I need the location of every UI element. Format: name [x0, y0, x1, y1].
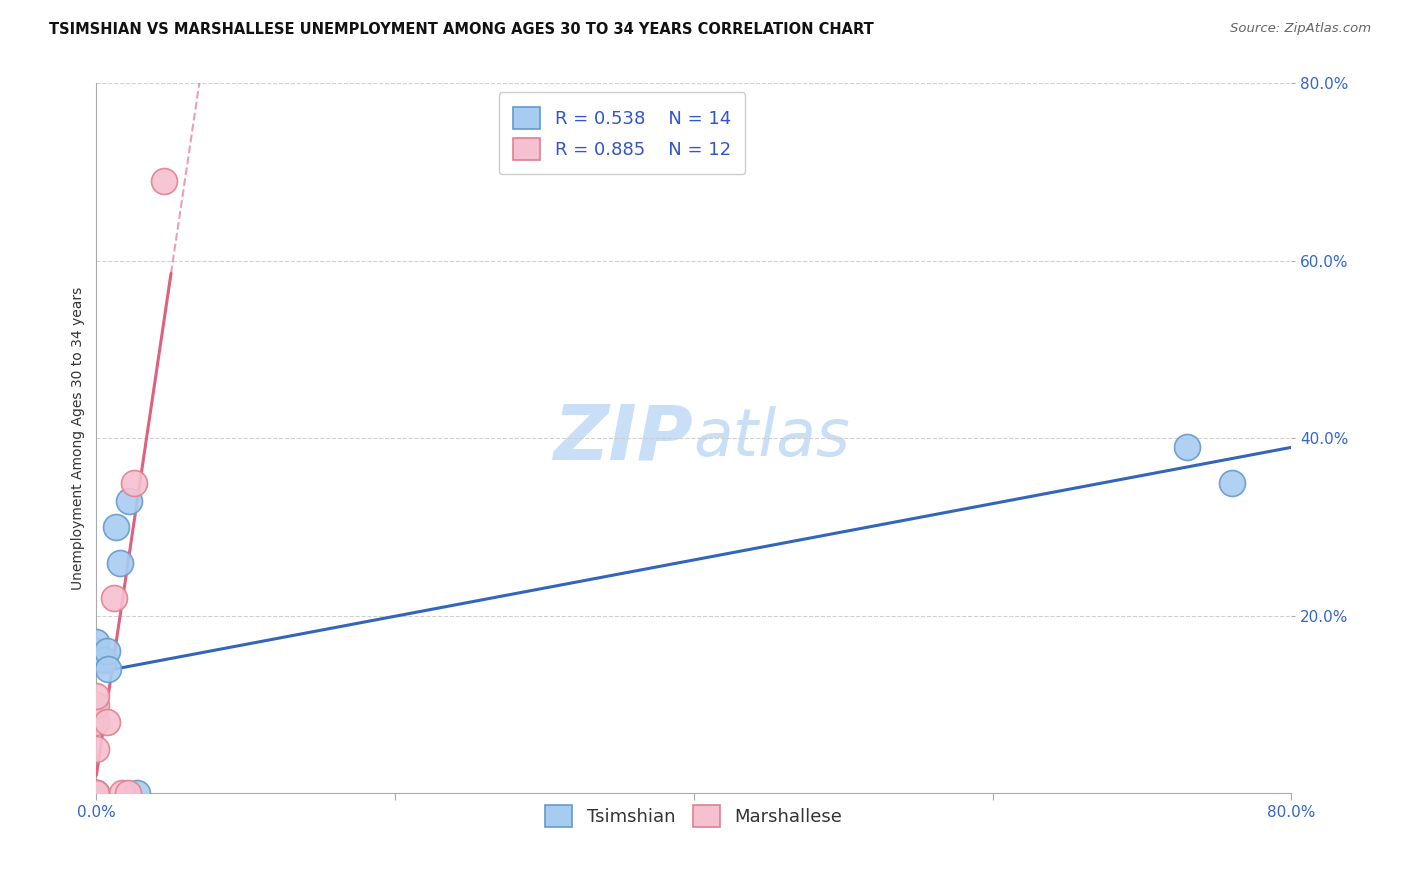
Point: [110, 556, 132, 570]
Point: [152, 174, 174, 188]
Point: [103, 591, 125, 606]
Point: [97, 662, 120, 676]
Point: [117, 786, 139, 800]
Point: [86, 689, 108, 703]
Point: [86, 644, 108, 658]
Point: [118, 493, 141, 508]
Point: [86, 698, 108, 712]
Point: [104, 520, 127, 534]
Point: [86, 635, 108, 649]
Point: [86, 786, 108, 800]
Point: [86, 786, 108, 800]
Point: [1175, 440, 1198, 454]
Point: [96, 644, 118, 658]
Point: [86, 786, 108, 800]
Point: [86, 786, 108, 800]
Point: [96, 715, 118, 730]
Text: TSIMSHIAN VS MARSHALLESE UNEMPLOYMENT AMONG AGES 30 TO 34 YEARS CORRELATION CHAR: TSIMSHIAN VS MARSHALLESE UNEMPLOYMENT AM…: [49, 22, 875, 37]
Text: ZIP: ZIP: [554, 401, 693, 475]
Point: [86, 715, 108, 730]
Legend: Tsimshian, Marshallese: Tsimshian, Marshallese: [538, 797, 849, 834]
Point: [86, 742, 108, 756]
Point: [1220, 475, 1243, 490]
Text: atlas: atlas: [693, 407, 851, 470]
Point: [86, 786, 108, 800]
Point: [122, 475, 145, 490]
Y-axis label: Unemployment Among Ages 30 to 34 years: Unemployment Among Ages 30 to 34 years: [72, 286, 86, 590]
Text: Source: ZipAtlas.com: Source: ZipAtlas.com: [1230, 22, 1371, 36]
Point: [111, 786, 134, 800]
Point: [125, 786, 148, 800]
Point: [93, 653, 115, 667]
